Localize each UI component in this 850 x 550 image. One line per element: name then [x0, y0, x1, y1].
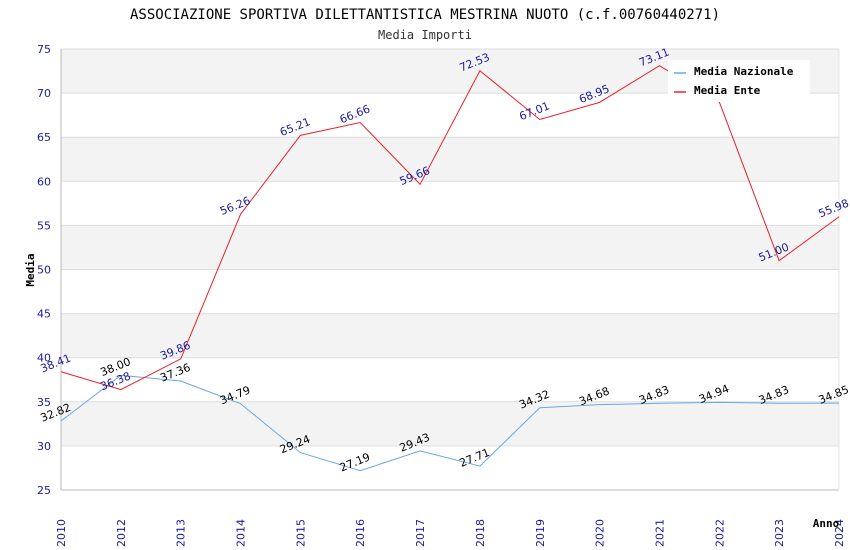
grid-band [61, 181, 839, 226]
y-tick-label: 70 [37, 87, 51, 100]
x-tick-label: 2010 [55, 519, 68, 547]
grid-band [61, 269, 839, 314]
x-tick-label: 2017 [414, 519, 427, 547]
y-tick-label: 60 [37, 175, 51, 188]
series-line-nazionale [60, 374, 840, 472]
x-tick-label: 2023 [773, 519, 786, 547]
x-tick-label: 2020 [594, 519, 607, 547]
y-tick-label: 30 [37, 440, 51, 453]
legend-label-nazionale: Media Nazionale [694, 65, 794, 78]
legend: Media Nazionale Media Ente [668, 60, 810, 102]
x-tick-label: 2022 [713, 519, 726, 547]
x-tick-label: 2014 [235, 519, 248, 547]
grid-bands [61, 49, 839, 490]
x-tick-label: 2015 [294, 519, 307, 547]
chart-subtitle: Media Importi [378, 28, 472, 42]
y-tick-label: 50 [37, 264, 51, 277]
y-tick-label: 35 [37, 396, 51, 409]
grid-band [61, 357, 839, 402]
grid-lines [60, 48, 840, 491]
x-tick-label: 2021 [653, 519, 666, 547]
y-tick-label: 25 [37, 484, 51, 497]
y-axis-ticks: 25 30 35 40 45 50 55 60 65 70 75 [37, 43, 51, 497]
grid-band [61, 445, 839, 490]
y-axis-label: Media [24, 253, 37, 286]
y-tick-label: 45 [37, 308, 51, 321]
y-tick-label: 75 [37, 43, 51, 56]
y-tick-label: 40 [37, 352, 51, 365]
x-tick-label: 2024 [833, 519, 846, 547]
grid-band [61, 401, 839, 446]
grid-band [61, 225, 839, 270]
y-tick-label: 65 [37, 131, 51, 144]
y-tick-label: 55 [37, 219, 51, 232]
chart-title: ASSOCIAZIONE SPORTIVA DILETTANTISTICA ME… [130, 7, 720, 23]
x-tick-label: 2013 [175, 519, 188, 547]
x-tick-label: 2018 [474, 519, 487, 547]
x-axis-ticks: 2010 2012 2013 2014 2015 2016 2017 2018 2019 2020… [55, 519, 846, 547]
x-axis-label: Anno [813, 517, 840, 530]
legend-box [668, 60, 810, 102]
x-tick-label: 2016 [354, 519, 367, 547]
x-tick-label: 2019 [534, 519, 547, 547]
x-tick-label: 2012 [115, 519, 128, 547]
legend-label-ente: Media Ente [694, 84, 761, 97]
grid-band [61, 137, 839, 182]
